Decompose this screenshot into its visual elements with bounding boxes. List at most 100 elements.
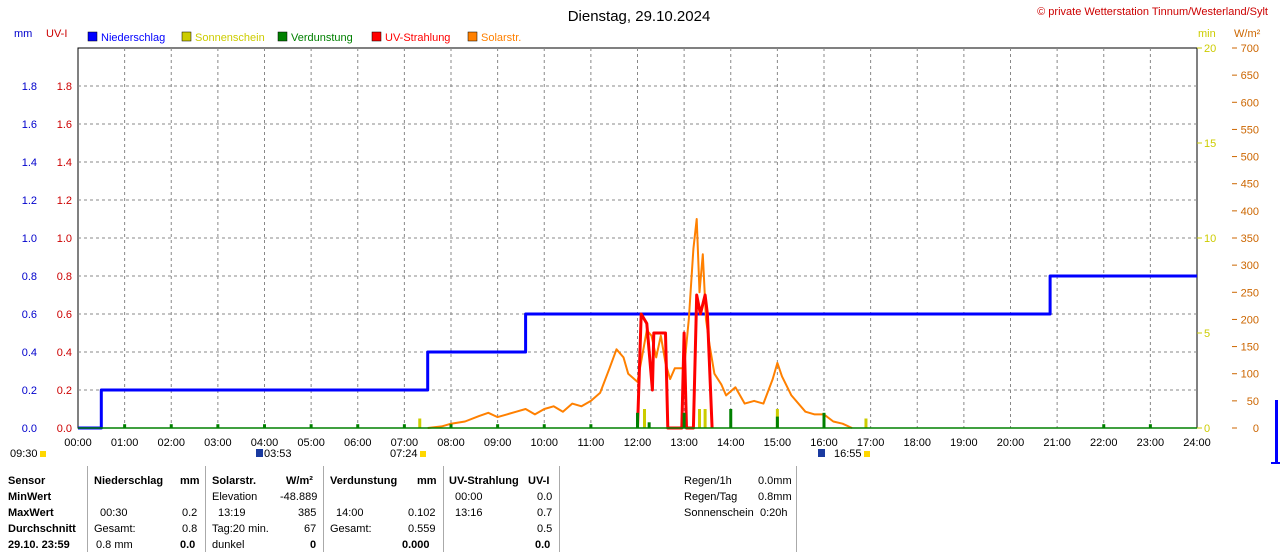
- legend-label: Sonnenschein: [195, 32, 265, 44]
- sun-marker-icon: [864, 451, 870, 457]
- niederschlag-max-val: 0.2: [182, 507, 198, 519]
- x-tick-label: 13:00: [670, 437, 698, 449]
- uv-date-bold: 0.0: [535, 539, 551, 551]
- bar-verdunstung: [822, 412, 826, 428]
- y-right-wm2-tick: 250: [1241, 287, 1259, 299]
- moon-marker-icon: [818, 449, 825, 457]
- y-left-uv-tick: 1.8: [57, 81, 72, 93]
- verdunstung-header: Verdunstung: [330, 475, 398, 487]
- y-left-uv-tick: 1.6: [57, 119, 72, 131]
- divider: [205, 466, 206, 552]
- marker-time-1655: 16:55: [834, 448, 862, 460]
- divider: [323, 466, 324, 552]
- legend-swatch: [87, 31, 98, 42]
- copyright-text: © private Wetterstation Tinnum/Westerlan…: [1037, 6, 1268, 18]
- x-tick-label: 11:00: [578, 437, 605, 449]
- x-tick-label: 03:00: [204, 437, 232, 449]
- legend-swatch: [371, 31, 382, 42]
- unit-mm-label: mm: [14, 28, 32, 40]
- legend-label: Solarstr.: [481, 32, 521, 44]
- y-left-mm-tick: 0.4: [22, 347, 37, 359]
- x-tick-label: 12:00: [624, 437, 652, 449]
- uv-max-val: 0.7: [537, 507, 553, 519]
- x-tick-label: 19:00: [950, 437, 978, 449]
- solar-unit: W/m²: [286, 475, 313, 487]
- chart-grid: [77, 47, 1198, 429]
- x-tick-label: 08:00: [437, 437, 465, 449]
- y-left-uv-tick: 0.8: [57, 271, 72, 283]
- verdunstung-total-val: 0.559: [408, 523, 436, 535]
- bar-verdunstung: [775, 416, 779, 428]
- solar-max-val: 385: [298, 507, 317, 519]
- x-tick-label: 21:00: [1043, 437, 1071, 449]
- solar-elev-val: -48.889: [280, 491, 318, 503]
- row-label-date: 29.10. 23:59: [8, 539, 70, 551]
- niederschlag-unit: mm: [180, 475, 200, 487]
- solar-day-label: Tag:20 min.: [212, 523, 269, 535]
- rain-hour-label: Regen/1h: [684, 475, 732, 487]
- legend-swatch: [181, 31, 192, 42]
- y-left-mm-tick: 1.0: [22, 233, 37, 245]
- divider: [796, 466, 797, 552]
- y-right-wm2-tick: 50: [1247, 396, 1259, 408]
- divider: [559, 466, 560, 552]
- bar-verdunstung: [1148, 424, 1152, 428]
- y-left-mm-tick: 0.2: [22, 385, 37, 397]
- x-tick-label: 15:00: [764, 437, 792, 449]
- uv-unit: UV-I: [528, 475, 550, 487]
- niederschlag-total-val: 0.8: [182, 523, 198, 535]
- y-right-min-tick: 20: [1204, 43, 1216, 55]
- bar-verdunstung: [263, 424, 266, 428]
- unit-min-label: min: [1198, 28, 1216, 40]
- niederschlag-total-label: Gesamt:: [94, 523, 136, 535]
- y-left-uv-tick: 1.4: [57, 157, 72, 169]
- x-tick-label: 23:00: [1137, 437, 1165, 449]
- sun-marker-icon: [420, 451, 426, 457]
- y-right-min-tick: 10: [1204, 233, 1216, 245]
- x-tick-label: 14:00: [717, 437, 745, 449]
- chart-title: Dienstag, 29.10.2024: [568, 8, 711, 25]
- niederschlag-max-time: 00:30: [100, 507, 128, 519]
- uv-avg-val: 0.5: [537, 523, 553, 535]
- x-tick-label: 09:00: [484, 437, 512, 449]
- y-left-uv-tick: 1.2: [57, 195, 72, 207]
- divider: [443, 466, 444, 552]
- y-right-wm2-tick: 400: [1241, 206, 1259, 218]
- bar-sonnenschein: [642, 409, 646, 428]
- y-right-wm2-tick: 100: [1241, 369, 1259, 381]
- bar-sonnenschein: [703, 409, 707, 428]
- legend-label: UV-Strahlung: [385, 32, 450, 44]
- y-right-wm2-tick: 150: [1241, 342, 1259, 354]
- bar-verdunstung: [647, 422, 651, 428]
- solar-elev-label: Elevation: [212, 491, 258, 503]
- x-tick-label: 20:00: [997, 437, 1025, 449]
- sunshine-label: Sonnenschein: [684, 507, 754, 519]
- x-tick-label: 02:00: [157, 437, 185, 449]
- y-left-mm-tick: 0.0: [22, 423, 37, 435]
- y-left-uv-tick: 0.4: [57, 347, 72, 359]
- x-tick-label: 10:00: [530, 437, 558, 449]
- uv-max-time: 13:16: [455, 507, 483, 519]
- marker-time-0724: 07:24: [390, 448, 418, 460]
- bar-sonnenschein: [418, 418, 422, 428]
- x-tick-label: 24:00: [1183, 437, 1211, 449]
- bar-verdunstung: [356, 424, 360, 428]
- x-tick-label: 01:00: [111, 437, 139, 449]
- weather-chart: 00:00 01:00 02:00 03:00 04:00 05:00 06:00 07:00…: [10, 6, 1268, 460]
- x-tick-label: 04:00: [251, 437, 279, 449]
- y-left-uv-tick: 0.6: [57, 309, 72, 321]
- bar-verdunstung: [682, 412, 686, 428]
- bar-verdunstung: [496, 424, 500, 428]
- y-right-wm2-tick: 550: [1241, 124, 1259, 136]
- uv-min-time: 00:00: [455, 491, 483, 503]
- y-left-mm-tick: 1.2: [22, 195, 37, 207]
- unit-uv-label: UV-I: [46, 28, 67, 40]
- rain-day-val: 0.8mm: [758, 491, 792, 503]
- legend-swatch: [277, 31, 288, 42]
- right-edge-strip: [1275, 400, 1278, 462]
- uv-header: UV-Strahlung: [449, 475, 519, 487]
- legend-label: Niederschlag: [101, 32, 165, 44]
- moon-marker-icon: [256, 449, 263, 457]
- uv-min-val: 0.0: [537, 491, 553, 503]
- x-tick-label: 22:00: [1090, 437, 1118, 449]
